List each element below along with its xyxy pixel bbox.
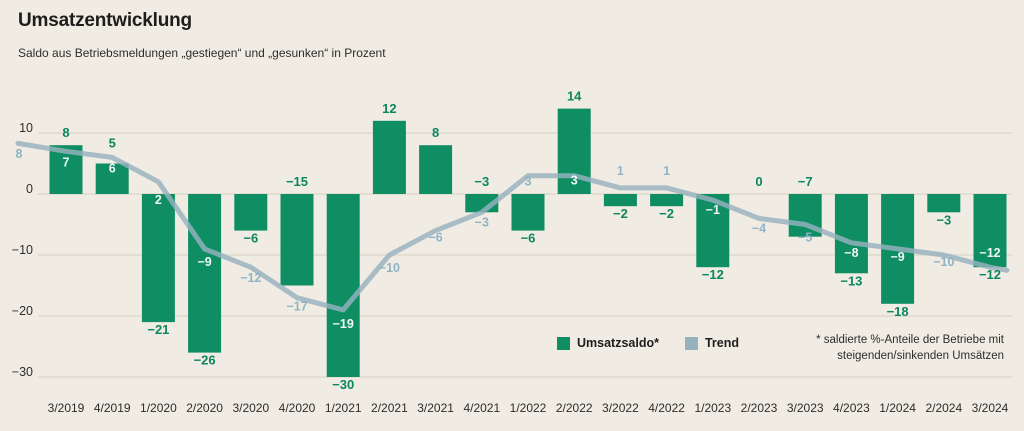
x-tick-label: 1/2022 [510, 401, 547, 415]
bar-value-label: 5 [109, 136, 116, 151]
x-tick-label: 3/2020 [232, 401, 269, 415]
x-tick-label: 1/2020 [140, 401, 177, 415]
bar-value-label: −7 [798, 174, 813, 189]
x-tick-label: 4/2020 [279, 401, 316, 415]
chart-subtitle: Saldo aus Betriebsmeldungen „gestiegen“ … [18, 46, 386, 60]
x-tick-label: 4/2022 [648, 401, 685, 415]
footnote-line-1: * saldierte %-Anteile der Betriebe mit [816, 334, 1004, 346]
trend-value-label: −8 [844, 246, 858, 260]
y-tick-label: 10 [19, 121, 33, 135]
x-tick-label: 3/2021 [417, 401, 454, 415]
bar-4/2019 [95, 163, 129, 194]
page-title: Umsatzentwicklung [18, 10, 192, 31]
bar-4/2022 [650, 194, 684, 207]
y-tick-label: −30 [12, 365, 33, 379]
trend-value-label: −17 [286, 300, 307, 314]
bar-value-label: −15 [286, 174, 308, 189]
x-tick-label: 2/2020 [186, 401, 223, 415]
trend-value-label: −12 [979, 246, 1000, 260]
umsatzsaldo-swatch-icon [557, 336, 570, 350]
bar-1/2020 [141, 194, 175, 323]
x-tick-label: 3/2019 [48, 401, 85, 415]
trend-value-label: −9 [890, 250, 904, 264]
trend-value-label: 8 [16, 147, 23, 161]
bar-value-label: −2 [659, 206, 674, 221]
footnote-line-2: steigenden/sinkenden Umsätzen [837, 349, 1004, 362]
bar-value-label: −6 [243, 231, 258, 246]
bar-value-label: −6 [521, 231, 536, 246]
bar-2/2021 [372, 120, 406, 194]
chart-legend: Umsatzsaldo* Trend [557, 336, 739, 350]
bar-value-label: 8 [432, 125, 439, 140]
trend-value-label: −3 [475, 215, 489, 229]
trend-value-label: 1 [663, 164, 670, 178]
bar-value-label: 14 [567, 89, 582, 104]
bar-2/2020 [188, 194, 222, 353]
trend-value-label: −12 [240, 271, 261, 285]
x-tick-label: 2/2022 [556, 401, 593, 415]
bar-value-label: −26 [194, 353, 216, 368]
x-tick-label: 2/2024 [925, 401, 962, 415]
bar-value-label: −3 [936, 212, 951, 227]
bar-value-label: −13 [840, 273, 862, 288]
footnote: * saldierte %-Anteile der Betriebe mit s… [816, 333, 1004, 364]
bar-value-label: −21 [147, 322, 169, 337]
trend-value-label: 7 [63, 155, 70, 169]
bar-1/2022 [511, 194, 545, 231]
bar-3/2021 [419, 145, 453, 194]
bar-value-label: 8 [62, 125, 69, 140]
bar-value-label: 0 [755, 174, 762, 189]
bar-3/2020 [234, 194, 268, 231]
bar-4/2020 [280, 194, 314, 286]
bar-4/2023 [834, 194, 868, 274]
trend-value-label: 3 [571, 174, 578, 188]
x-tick-label: 3/2022 [602, 401, 639, 415]
legend-umsatzsaldo-label: Umsatzsaldo* [577, 336, 659, 350]
trend-line [15, 140, 1010, 313]
x-tick-label: 1/2021 [325, 401, 362, 415]
trend-value-label: −10 [379, 261, 400, 275]
y-tick-label: 0 [26, 182, 33, 196]
x-tick-label: 4/2021 [463, 401, 500, 415]
trend-value-label: −4 [752, 221, 766, 235]
trend-value-label: −6 [428, 231, 442, 245]
trend-value-label: −9 [197, 255, 211, 269]
x-tick-label: 2/2021 [371, 401, 408, 415]
x-tick-label: 2/2023 [741, 401, 778, 415]
x-tick-label: 3/2024 [972, 401, 1009, 415]
trend-value-label: 3 [525, 175, 532, 189]
trend-value-label: 1 [617, 164, 624, 178]
bar-3/2022 [603, 194, 637, 207]
bar-2/2024 [927, 194, 961, 213]
trend-value-label: −10 [933, 255, 954, 269]
x-tick-label: 4/2023 [833, 401, 870, 415]
trend-swatch-icon [684, 336, 698, 350]
y-tick-label: −20 [12, 304, 33, 318]
x-tick-label: 1/2023 [694, 401, 731, 415]
trend-value-label: −19 [333, 317, 354, 331]
bar-value-label: −12 [979, 267, 1001, 282]
trend-value-label: 6 [109, 161, 116, 175]
bar-3/2024 [973, 194, 1007, 268]
bar-value-label: −18 [887, 304, 909, 319]
legend-trend-label: Trend [704, 336, 740, 350]
bar-value-label: −30 [332, 377, 354, 392]
bar-1/2021 [326, 194, 360, 377]
x-tick-label: 3/2023 [787, 401, 824, 415]
bar-value-label: 12 [382, 101, 396, 116]
trend-value-label: 2 [155, 193, 162, 207]
trend-value-label: −5 [798, 231, 812, 245]
bar-value-label: −12 [702, 267, 724, 282]
bar-value-label: −2 [613, 206, 628, 221]
x-tick-label: 1/2024 [879, 401, 916, 415]
x-tick-label: 4/2019 [94, 401, 131, 415]
bar-value-label: −3 [474, 174, 489, 189]
y-tick-label: −10 [12, 243, 33, 257]
trend-value-label: −1 [706, 203, 720, 217]
